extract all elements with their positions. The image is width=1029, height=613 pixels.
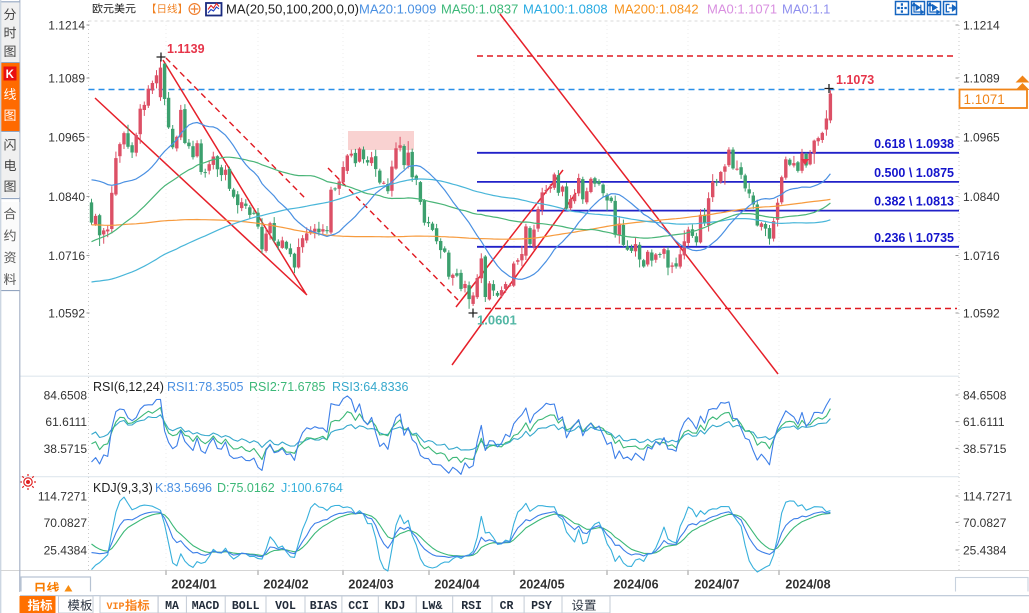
svg-text:1.0601: 1.0601 (477, 313, 517, 328)
svg-text:84.6508: 84.6508 (44, 389, 88, 403)
svg-text:114.7271: 114.7271 (963, 490, 1012, 504)
svg-text:D:75.0162: D:75.0162 (217, 481, 275, 495)
svg-text:MA(20,50,100,200,0,0): MA(20,50,100,200,0,0) (226, 2, 359, 17)
svg-text:1.1089: 1.1089 (963, 72, 1000, 86)
svg-text:RSI3:64.8336: RSI3:64.8336 (332, 380, 408, 394)
svg-text:1.0716: 1.0716 (963, 249, 1000, 263)
svg-text:0.618 \ 1.0938: 0.618 \ 1.0938 (874, 137, 954, 151)
svg-text:1.1073: 1.1073 (836, 73, 874, 87)
svg-text:1.0840: 1.0840 (48, 190, 85, 204)
svg-text:1.1214: 1.1214 (963, 19, 1000, 33)
svg-text:1.1214: 1.1214 (48, 19, 85, 33)
svg-text:BIAS: BIAS (310, 600, 338, 613)
svg-text:0.500 \ 1.0875: 0.500 \ 1.0875 (874, 166, 954, 180)
svg-text:1.0592: 1.0592 (48, 307, 85, 321)
svg-text:RSI1:78.3505: RSI1:78.3505 (167, 380, 243, 394)
svg-text:2024/08: 2024/08 (785, 578, 830, 592)
svg-text:KDJ: KDJ (385, 600, 406, 613)
svg-text:1.0965: 1.0965 (963, 131, 1000, 145)
svg-text:K:83.5696: K:83.5696 (155, 481, 212, 495)
svg-text:2024/07: 2024/07 (694, 578, 739, 592)
svg-text:KDJ(9,3,3): KDJ(9,3,3) (93, 481, 153, 495)
svg-text:2024/06: 2024/06 (613, 578, 658, 592)
svg-text:2024/02: 2024/02 (263, 578, 308, 592)
svg-text:1.0840: 1.0840 (963, 190, 1000, 204)
svg-text:2024/04: 2024/04 (434, 578, 479, 592)
svg-text:MA200:1.0842: MA200:1.0842 (614, 2, 699, 17)
svg-text:VOL: VOL (275, 600, 296, 613)
svg-text:CCI: CCI (348, 600, 369, 613)
svg-text:RSI(6,12,24): RSI(6,12,24) (93, 380, 164, 394)
svg-text:MA50:1.0837: MA50:1.0837 (441, 2, 518, 17)
svg-text:1.1139: 1.1139 (167, 42, 205, 56)
svg-text:MA100:1.0808: MA100:1.0808 (523, 2, 608, 17)
svg-text:84.6508: 84.6508 (963, 389, 1007, 403)
svg-text:2024/01: 2024/01 (171, 578, 216, 592)
svg-text:K: K (6, 69, 15, 81)
svg-text:70.0827: 70.0827 (963, 516, 1007, 530)
svg-text:114.7271: 114.7271 (38, 490, 87, 504)
svg-text:1.1071: 1.1071 (964, 92, 1005, 107)
svg-text:38.5715: 38.5715 (44, 442, 88, 456)
svg-text:38.5715: 38.5715 (963, 442, 1007, 456)
svg-text:MA0:1.1: MA0:1.1 (782, 2, 830, 17)
svg-text:CR: CR (500, 600, 514, 613)
svg-text:61.6111: 61.6111 (45, 415, 87, 429)
svg-text:70.0827: 70.0827 (44, 516, 88, 530)
svg-text:1.0716: 1.0716 (48, 249, 85, 263)
svg-text:MA0:1.1071: MA0:1.1071 (707, 2, 777, 17)
svg-text:J:100.6764: J:100.6764 (281, 481, 343, 495)
svg-text:1.0965: 1.0965 (48, 131, 85, 145)
svg-text:MA: MA (165, 600, 179, 613)
svg-text:2024/05: 2024/05 (519, 578, 564, 592)
svg-text:25.4384: 25.4384 (963, 544, 1007, 558)
svg-text:PSY: PSY (531, 600, 552, 613)
svg-text:2024/03: 2024/03 (348, 578, 393, 592)
svg-text:1.0592: 1.0592 (963, 307, 1000, 321)
svg-text:0.236 \ 1.0735: 0.236 \ 1.0735 (874, 231, 954, 245)
svg-text:MA20:1.0909: MA20:1.0909 (359, 2, 436, 17)
svg-text:MACD: MACD (192, 600, 220, 613)
svg-text:0.382 \ 1.0813: 0.382 \ 1.0813 (874, 195, 954, 209)
svg-text:25.4384: 25.4384 (44, 544, 88, 558)
svg-text:61.6111: 61.6111 (963, 415, 1005, 429)
svg-text:VIP: VIP (107, 602, 125, 613)
svg-text:1.1089: 1.1089 (48, 72, 85, 86)
svg-text:LW&: LW& (422, 600, 443, 613)
svg-text:BOLL: BOLL (232, 600, 260, 613)
svg-text:RSI2:71.6785: RSI2:71.6785 (249, 380, 325, 394)
svg-text:RSI: RSI (461, 600, 482, 613)
